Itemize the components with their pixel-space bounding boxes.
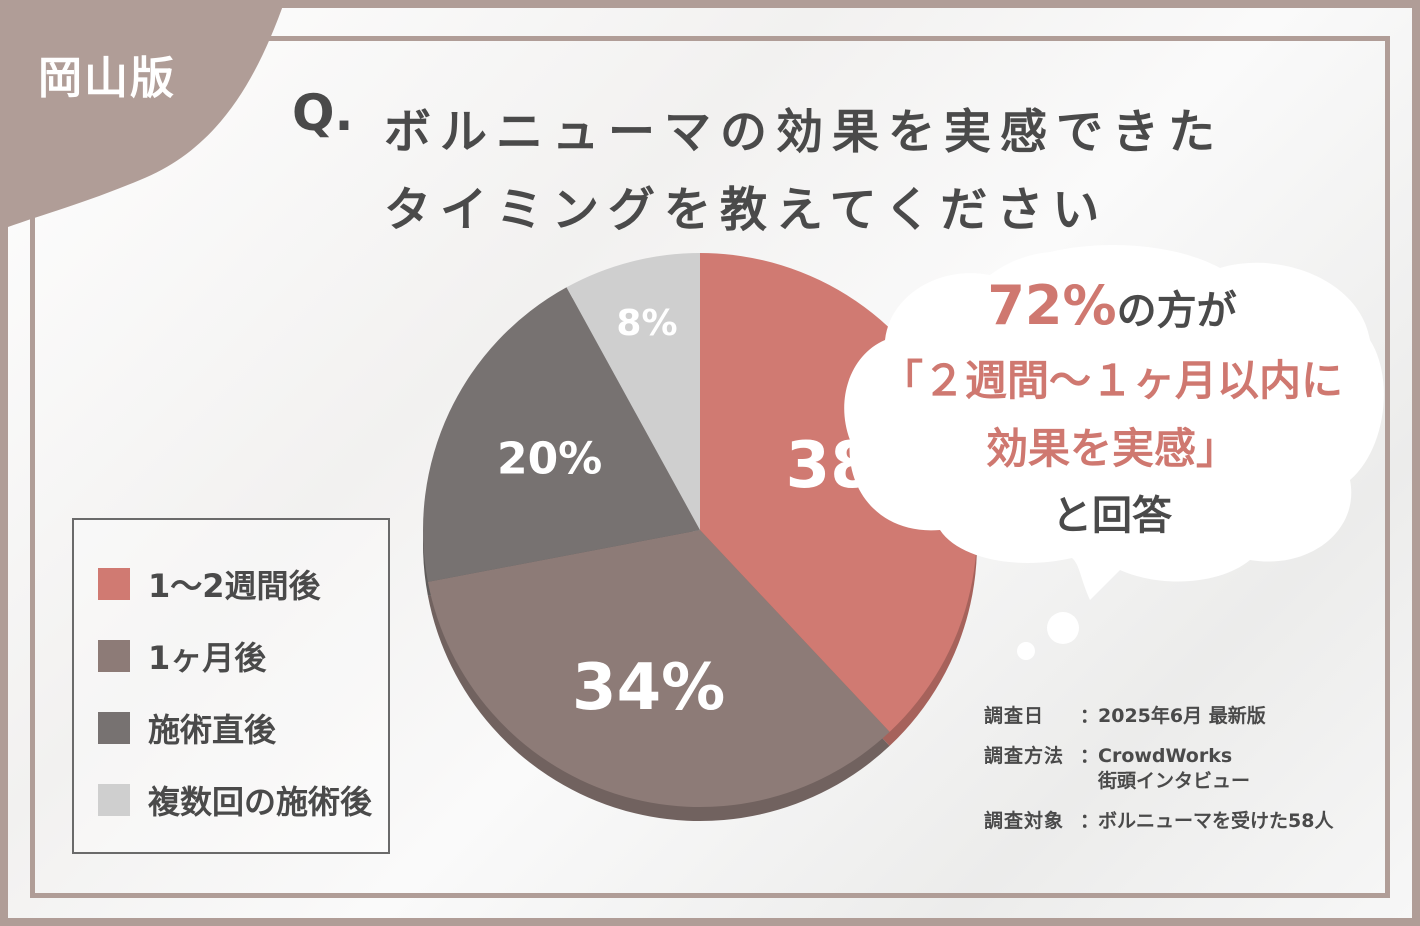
inner-frame [30,36,1390,898]
pie-slice [427,530,890,808]
callout-line-1: 72%の方が [862,270,1362,347]
callout-line-2: 「２週間〜１ヶ月以内に [880,356,1343,405]
survey-value: 2025年6月 最新版 [1098,705,1266,727]
legend-label: 複数回の施術後 [148,783,373,821]
callout-highlight: 72% [987,274,1117,337]
legend-swatch [98,568,130,600]
pie-value-label: 34% [572,651,725,725]
survey-value-line: 街頭インタビュー [1098,770,1251,792]
legend-label: 1ヶ月後 [148,639,267,677]
pie-slice [423,287,700,582]
survey-value-line: CrowdWorks [1098,745,1233,767]
callout-text: 72%の方が 「２週間〜１ヶ月以内に 効果を実感」 と回答 [862,270,1362,549]
survey-label: 調査対象 [984,810,1065,832]
pie-slice [566,253,700,530]
legend-label: 1〜2週間後 [148,567,321,605]
legend-item: 複数回の施術後 [74,764,388,836]
question-line-1: ボルニューマの効果を実感できた [384,105,1224,160]
legend-swatch [98,640,130,672]
survey-label: 調査方法 [984,745,1065,767]
pie-value-label: 20% [497,434,602,485]
legend-item: 施術直後 [74,692,388,764]
legend-label: 施術直後 [148,711,277,749]
survey-colon: ： [1080,705,1100,727]
survey-row: 調査対象 ： ボルニューマを受けた58人 [984,809,1333,834]
question-mark: Q. [292,84,354,142]
question-line-2: タイミングを教えてください [384,183,1109,238]
question-title: ボルニューマの効果を実感できた タイミングを教えてください [384,94,1394,250]
legend-item: 1ヶ月後 [74,620,388,692]
callout-line-1-rest: の方が [1116,288,1237,334]
legend-swatch [98,712,130,744]
survey-value: ボルニューマを受けた58人 [1098,810,1334,832]
callout-line-4: と回答 [1052,493,1172,539]
legend-swatch [98,784,130,816]
callout-line-3: 効果を実感」 [985,424,1238,473]
survey-colon: ： [1080,810,1100,832]
legend-item: 1〜2週間後 [74,548,388,620]
chart-legend: 1〜2週間後 1ヶ月後 施術直後 複数回の施術後 [72,518,390,854]
region-corner-shape [0,0,285,230]
speech-bubble [844,245,1384,660]
survey-value: CrowdWorks 街頭インタビュー [1098,744,1250,794]
survey-info: 調査日 ： 2025年6月 最新版 調査方法 ： CrowdWorks 街頭イン… [984,704,1333,849]
survey-label: 調査日 [984,705,1045,727]
region-tag: 岡山版 [38,53,176,104]
pie-slices [423,253,977,808]
survey-row: 調査方法 ： CrowdWorks 街頭インタビュー [984,744,1333,794]
pie-value-label: 8% [616,303,677,344]
survey-colon: ： [1080,745,1100,767]
survey-row: 調査日 ： 2025年6月 最新版 [984,704,1333,729]
